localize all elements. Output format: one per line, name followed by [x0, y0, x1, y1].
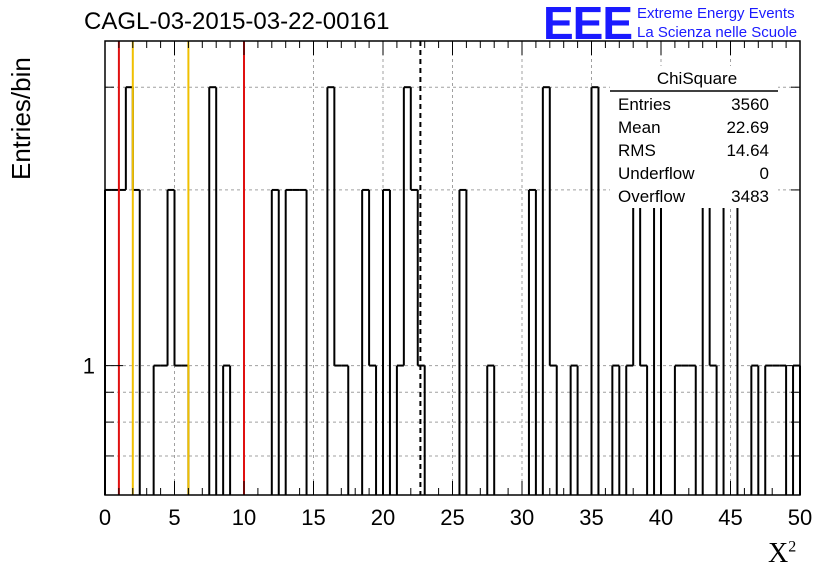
logo-caption-line2: La Scienza nelle Scuole [637, 24, 798, 41]
logo-caption: Extreme Energy Events La Scienza nelle S… [637, 4, 797, 42]
stats-box: ChiSquare Entries 3560 Mean 22.69 RMS 14.64 Und… [610, 66, 778, 208]
y-tick-label: 1 [83, 354, 95, 379]
x-tick-label: 35 [579, 505, 603, 530]
x-tick-label: 30 [510, 505, 534, 530]
stats-row-value: 3560 [731, 95, 769, 114]
x-axis-label-superscript: 2 [788, 538, 797, 556]
stats-row-value: 0 [760, 164, 769, 183]
ticks-layer: 0 5 10 15 20 25 30 35 40 45 50 1 [83, 41, 812, 530]
x-tick-label: 10 [232, 505, 256, 530]
stats-row-value: 3483 [731, 187, 769, 206]
x-tick-label: 25 [440, 505, 464, 530]
x-tick-label: 50 [788, 505, 812, 530]
stats-row-label: Mean [618, 118, 661, 137]
marker-lines-layer [117, 41, 422, 495]
stats-row-value: 22.69 [726, 118, 769, 137]
stats-title: ChiSquare [657, 69, 737, 88]
x-tick-label: 5 [168, 505, 180, 530]
x-tick-label: 40 [649, 505, 673, 530]
x-tick-label: 0 [99, 505, 111, 530]
stats-panel [610, 66, 778, 208]
stats-row-value: 14.64 [726, 141, 769, 160]
stats-row-label: RMS [618, 141, 656, 160]
x-tick-label: 20 [371, 505, 395, 530]
x-tick-label: 45 [718, 505, 742, 530]
x-axis-label-text: X [768, 538, 789, 569]
stats-row-label: Entries [618, 95, 671, 114]
x-axis-label: X2 [768, 538, 796, 570]
logo-caption-line1: Extreme Energy Events [637, 5, 795, 22]
chart-title: CAGL-03-2015-03-22-00161 [84, 8, 390, 35]
stats-row-label: Overflow [618, 187, 686, 206]
x-tick-label: 15 [301, 505, 325, 530]
stats-row-label: Underflow [618, 164, 695, 183]
eee-logo: EEE [543, 0, 633, 49]
